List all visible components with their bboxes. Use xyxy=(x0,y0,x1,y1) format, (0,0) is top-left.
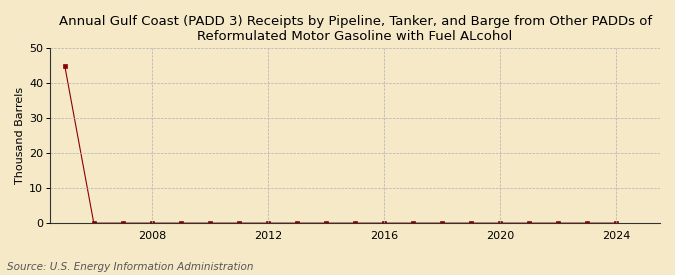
Title: Annual Gulf Coast (PADD 3) Receipts by Pipeline, Tanker, and Barge from Other PA: Annual Gulf Coast (PADD 3) Receipts by P… xyxy=(59,15,651,43)
Y-axis label: Thousand Barrels: Thousand Barrels xyxy=(15,87,25,184)
Text: Source: U.S. Energy Information Administration: Source: U.S. Energy Information Administ… xyxy=(7,262,253,272)
